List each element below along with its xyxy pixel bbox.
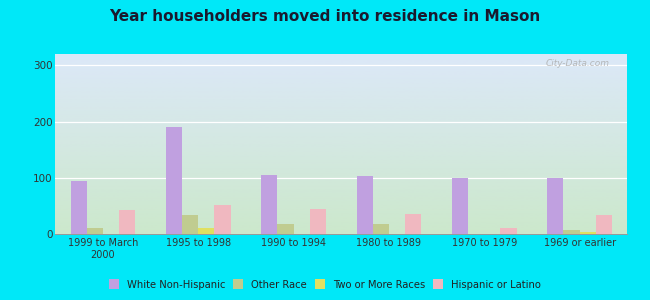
Bar — [86, 228, 103, 234]
Bar — [278, 224, 294, 234]
Bar — [182, 215, 198, 234]
Text: Year householders moved into residence in Mason: Year householders moved into residence i… — [109, 9, 541, 24]
Bar — [119, 210, 135, 234]
Bar — [198, 228, 214, 234]
Legend: White Non-Hispanic, Other Race, Two or More Races, Hispanic or Latino: White Non-Hispanic, Other Race, Two or M… — [105, 275, 545, 293]
Bar — [547, 178, 564, 234]
Bar — [310, 209, 326, 234]
Bar — [564, 230, 580, 234]
Bar — [596, 215, 612, 234]
Bar — [372, 224, 389, 234]
Bar — [261, 175, 278, 234]
Bar — [405, 214, 421, 234]
Bar — [214, 205, 231, 234]
Bar — [166, 127, 182, 234]
Bar — [580, 232, 596, 234]
Bar — [356, 176, 372, 234]
Bar — [70, 181, 86, 234]
Text: City-Data.com: City-Data.com — [546, 59, 610, 68]
Bar — [452, 178, 468, 234]
Bar — [500, 228, 517, 234]
